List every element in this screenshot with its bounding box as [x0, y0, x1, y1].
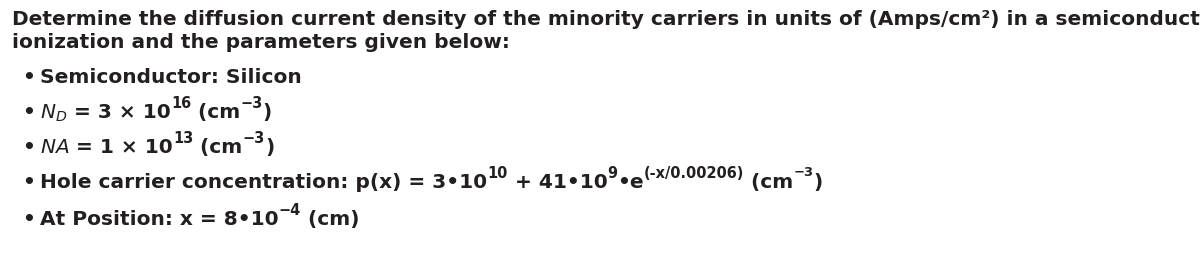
Text: •: • — [22, 138, 35, 157]
Text: Hole carrier concentration: p(x) = 3•10: Hole carrier concentration: p(x) = 3•10 — [40, 173, 487, 192]
Text: $\mathit{NA}$: $\mathit{NA}$ — [40, 138, 70, 157]
Text: $\mathit{N}_\mathit{D}$: $\mathit{N}_\mathit{D}$ — [40, 103, 67, 124]
Text: •: • — [22, 173, 35, 192]
Text: Determine the diffusion current density of the minority carriers in units of (Am: Determine the diffusion current density … — [12, 10, 1200, 29]
Text: = 1 × 10: = 1 × 10 — [70, 138, 173, 157]
Text: •e: •e — [617, 173, 644, 192]
Text: •: • — [22, 103, 35, 122]
Text: 10: 10 — [487, 166, 508, 181]
Text: •: • — [22, 210, 35, 229]
Text: (cm: (cm — [744, 173, 793, 192]
Text: −4: −4 — [278, 203, 301, 218]
Text: •: • — [22, 68, 35, 87]
Text: At Position: x = 8•10: At Position: x = 8•10 — [40, 210, 278, 229]
Text: −3: −3 — [242, 131, 265, 146]
Text: (cm: (cm — [193, 138, 242, 157]
Text: 13: 13 — [173, 131, 193, 146]
Text: + 41•10: + 41•10 — [508, 173, 607, 192]
Text: (-x/0.00206): (-x/0.00206) — [644, 166, 744, 181]
Text: Semiconductor: Silicon: Semiconductor: Silicon — [40, 68, 301, 87]
Text: (cm: (cm — [191, 103, 240, 122]
Text: 16: 16 — [172, 96, 191, 111]
Text: (cm): (cm) — [301, 210, 359, 229]
Text: −3: −3 — [793, 166, 814, 179]
Text: = 3 × 10: = 3 × 10 — [67, 103, 172, 122]
Text: −3: −3 — [240, 96, 263, 111]
Text: ): ) — [814, 173, 823, 192]
Text: ): ) — [263, 103, 272, 122]
Text: ): ) — [265, 138, 274, 157]
Text: ionization and the parameters given below:: ionization and the parameters given belo… — [12, 33, 510, 52]
Text: 9: 9 — [607, 166, 617, 181]
